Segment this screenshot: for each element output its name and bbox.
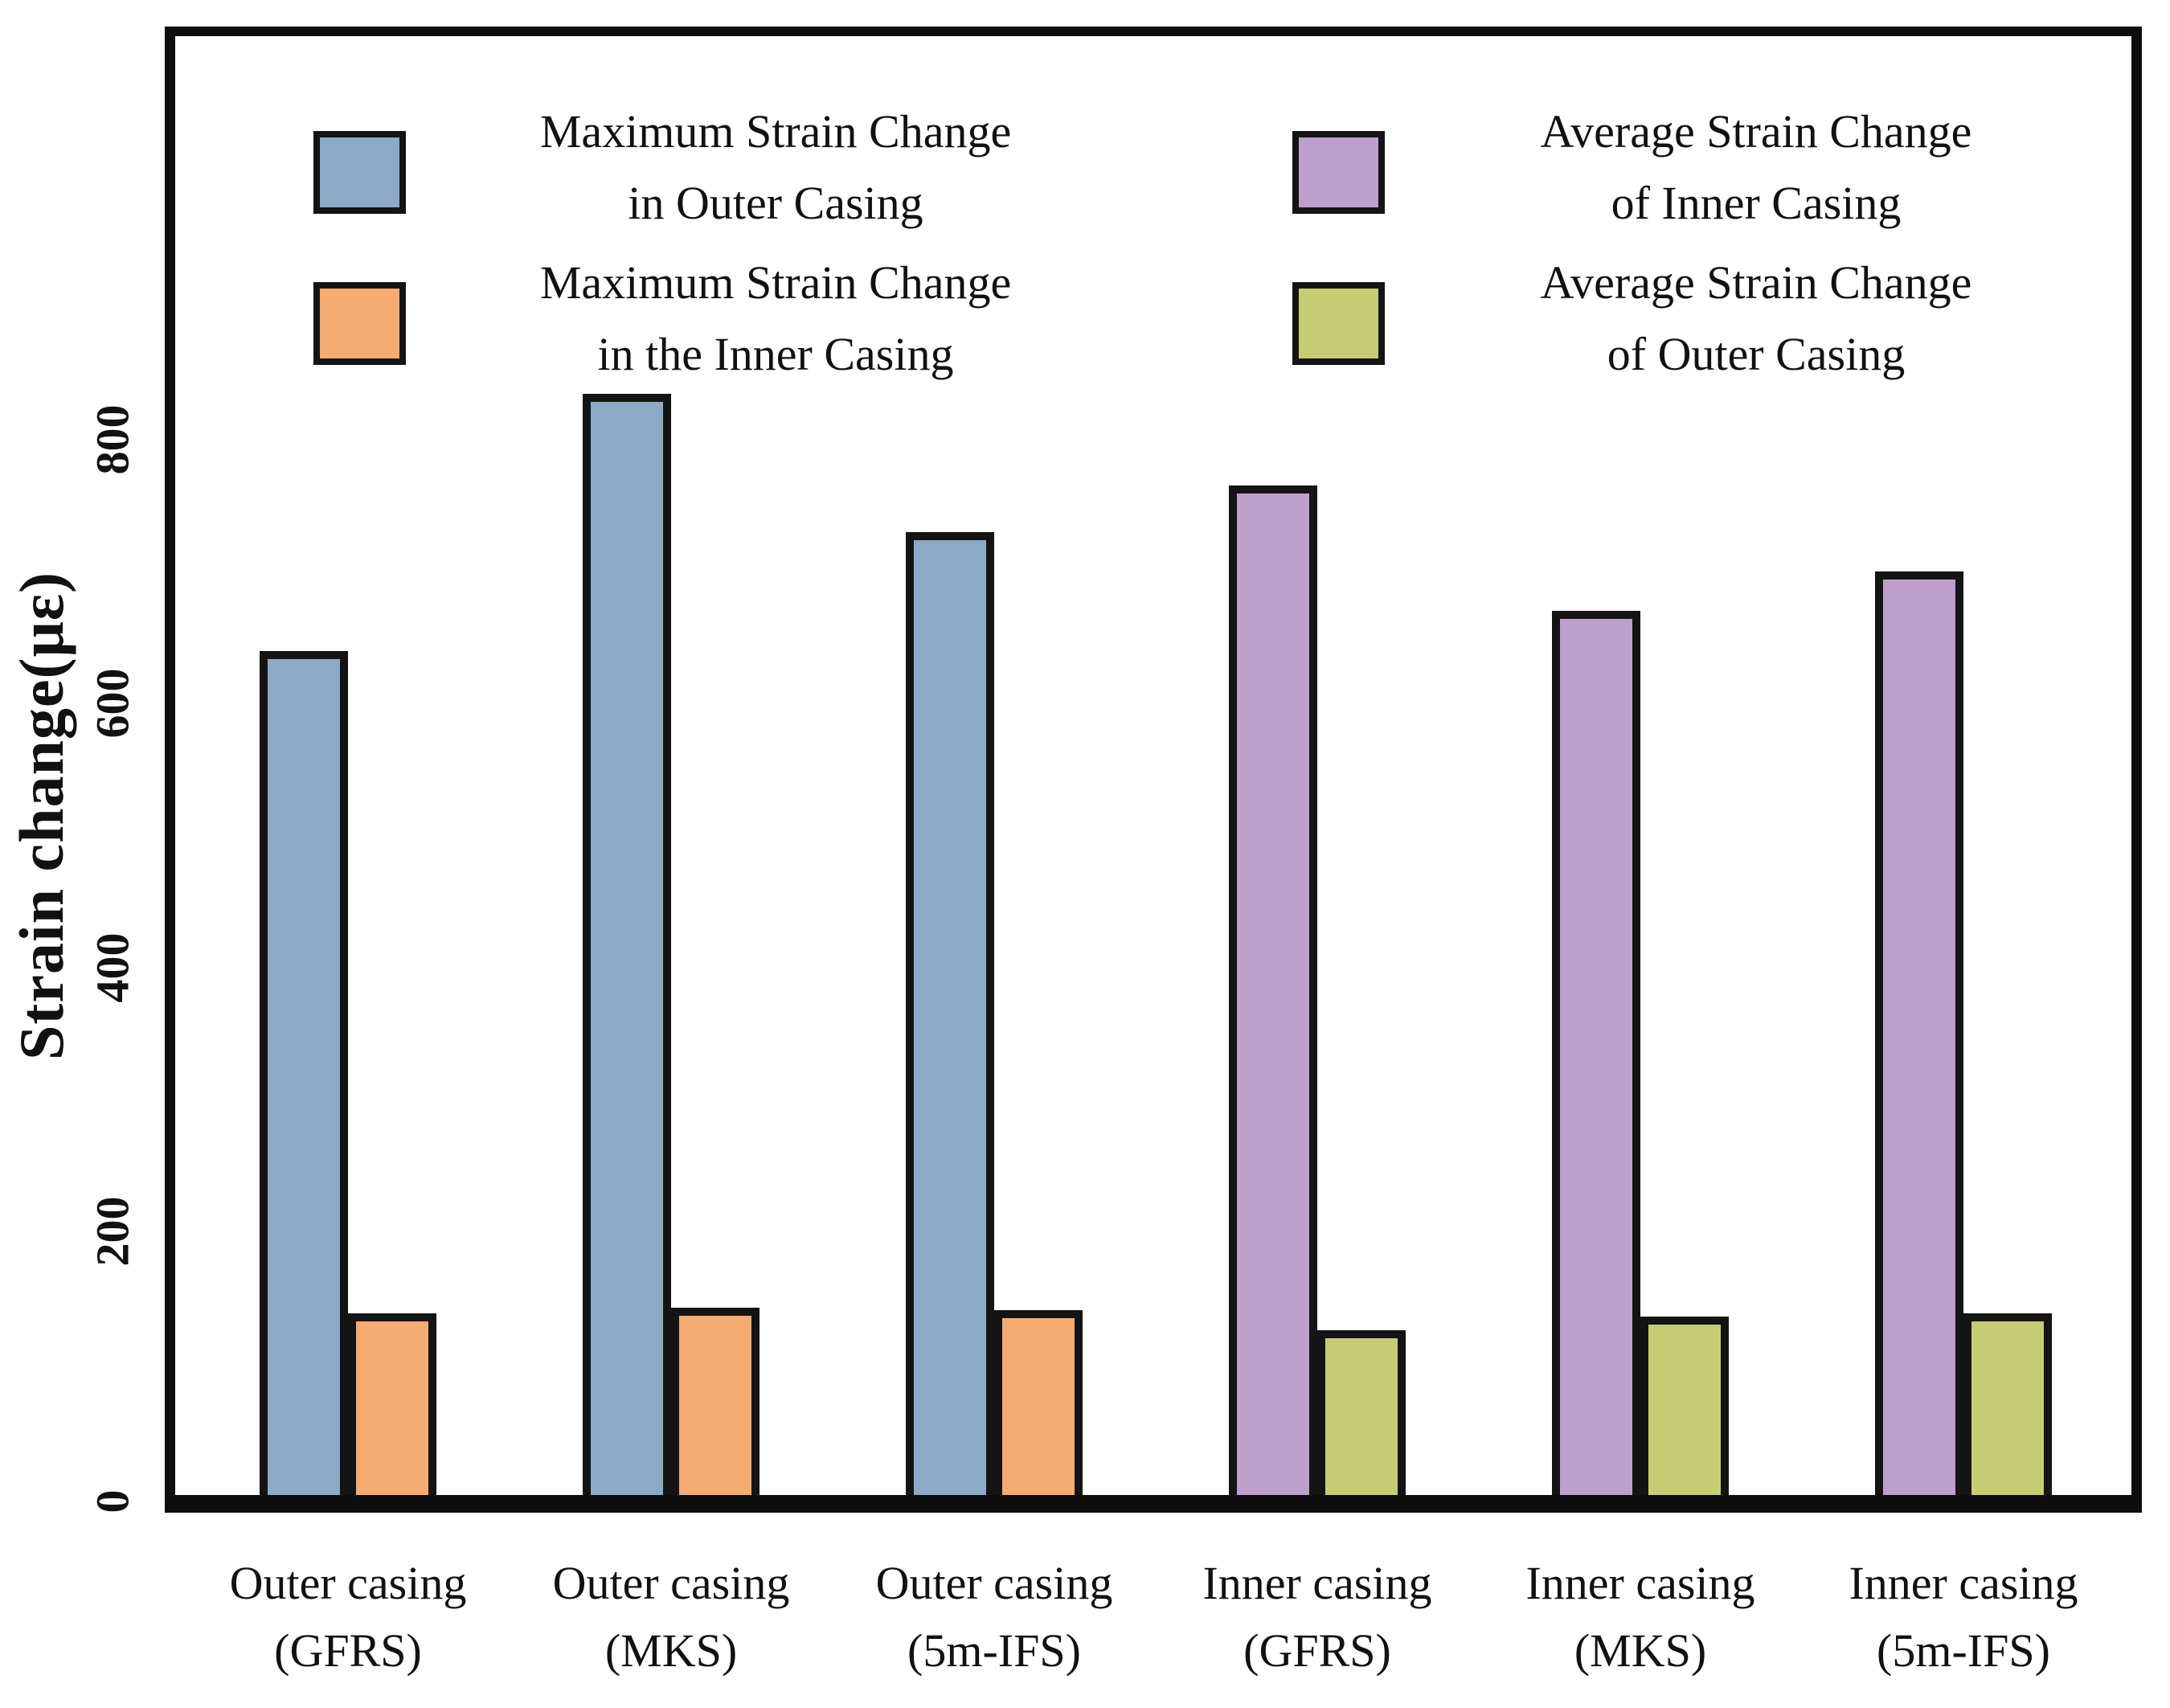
legend-label-line: Average Strain Change <box>1540 105 1972 158</box>
y-axis-title: Strain change(με) <box>6 571 76 1061</box>
legend-swatch-avg-outer <box>1292 282 1385 365</box>
legend-label-line: Maximum Strain Change <box>539 105 1012 158</box>
y-tick-label: 200 <box>86 1196 139 1267</box>
legend-label-line: of Inner Casing <box>1611 177 1902 229</box>
x-category-label: Outer casing (MKS) <box>486 1550 856 1685</box>
bar <box>1640 1317 1729 1495</box>
y-tick-label: 600 <box>86 668 139 739</box>
legend-label: Maximum Strain Change in the Inner Casin… <box>430 247 1121 390</box>
x-category-line1: Inner casing <box>1849 1557 2078 1609</box>
x-category-label: Inner casing (5m-IFS) <box>1779 1550 2148 1685</box>
legend-label: Average Strain Change of Outer Casing <box>1410 247 2102 390</box>
legend-label-line: in Outer Casing <box>628 177 923 229</box>
legend-label: Maximum Strain Change in Outer Casing <box>430 96 1121 239</box>
x-category-line2: (GFRS) <box>274 1624 422 1677</box>
bar <box>1875 571 1963 1495</box>
x-category-label: Inner casing (MKS) <box>1456 1550 1825 1685</box>
bar <box>671 1307 760 1495</box>
x-category-line2: (5m-IFS) <box>907 1624 1081 1677</box>
x-category-line2: (GFRS) <box>1243 1624 1391 1677</box>
bar <box>1963 1313 2052 1495</box>
x-category-line2: (5m-IFS) <box>1877 1624 2050 1677</box>
bar <box>1229 485 1317 1495</box>
x-category-line1: Inner casing <box>1202 1557 1432 1609</box>
bar <box>1317 1329 1406 1495</box>
x-category-line1: Outer casing <box>552 1557 790 1609</box>
legend-label-line: in the Inner Casing <box>597 328 954 380</box>
legend-swatch-avg-inner <box>1292 131 1385 214</box>
legend-label-line: Maximum Strain Change <box>539 256 1012 309</box>
legend-label-line: Average Strain Change <box>1540 256 1972 309</box>
y-tick-label: 800 <box>86 404 139 475</box>
y-tick-label: 400 <box>86 932 139 1002</box>
bar <box>906 531 994 1495</box>
bar <box>260 650 348 1495</box>
plot-frame <box>165 27 2142 1513</box>
legend-swatch-max-outer <box>313 131 406 214</box>
bar <box>583 393 671 1495</box>
legend-label-line: of Outer Casing <box>1607 328 1906 380</box>
x-category-line2: (MKS) <box>1574 1624 1707 1677</box>
x-category-label: Outer casing (5m-IFS) <box>809 1550 1179 1685</box>
legend-swatch-max-inner <box>313 282 406 365</box>
x-category-line1: Outer casing <box>875 1557 1113 1609</box>
bar <box>1552 611 1640 1495</box>
bar <box>348 1313 436 1495</box>
x-category-line1: Inner casing <box>1525 1557 1755 1609</box>
y-tick-label: 0 <box>86 1489 139 1513</box>
x-category-line1: Outer casing <box>229 1557 467 1609</box>
x-category-line2: (MKS) <box>604 1624 738 1677</box>
bar <box>994 1310 1083 1495</box>
legend-label: Average Strain Change of Inner Casing <box>1410 96 2102 239</box>
x-category-label: Outer casing (GFRS) <box>163 1550 533 1685</box>
x-category-label: Inner casing (GFRS) <box>1132 1550 1502 1685</box>
